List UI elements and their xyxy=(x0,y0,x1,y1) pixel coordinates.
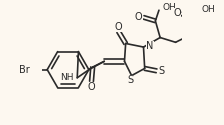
Text: O: O xyxy=(174,8,181,18)
Text: O: O xyxy=(135,12,142,22)
Text: N: N xyxy=(146,41,154,51)
Text: O: O xyxy=(88,82,95,92)
Text: Br: Br xyxy=(19,65,30,75)
Text: S: S xyxy=(127,75,134,85)
Text: NH: NH xyxy=(60,73,74,82)
Text: OH: OH xyxy=(163,3,176,12)
Text: OH: OH xyxy=(202,4,215,14)
Text: O: O xyxy=(114,22,122,32)
Text: S: S xyxy=(158,66,164,76)
